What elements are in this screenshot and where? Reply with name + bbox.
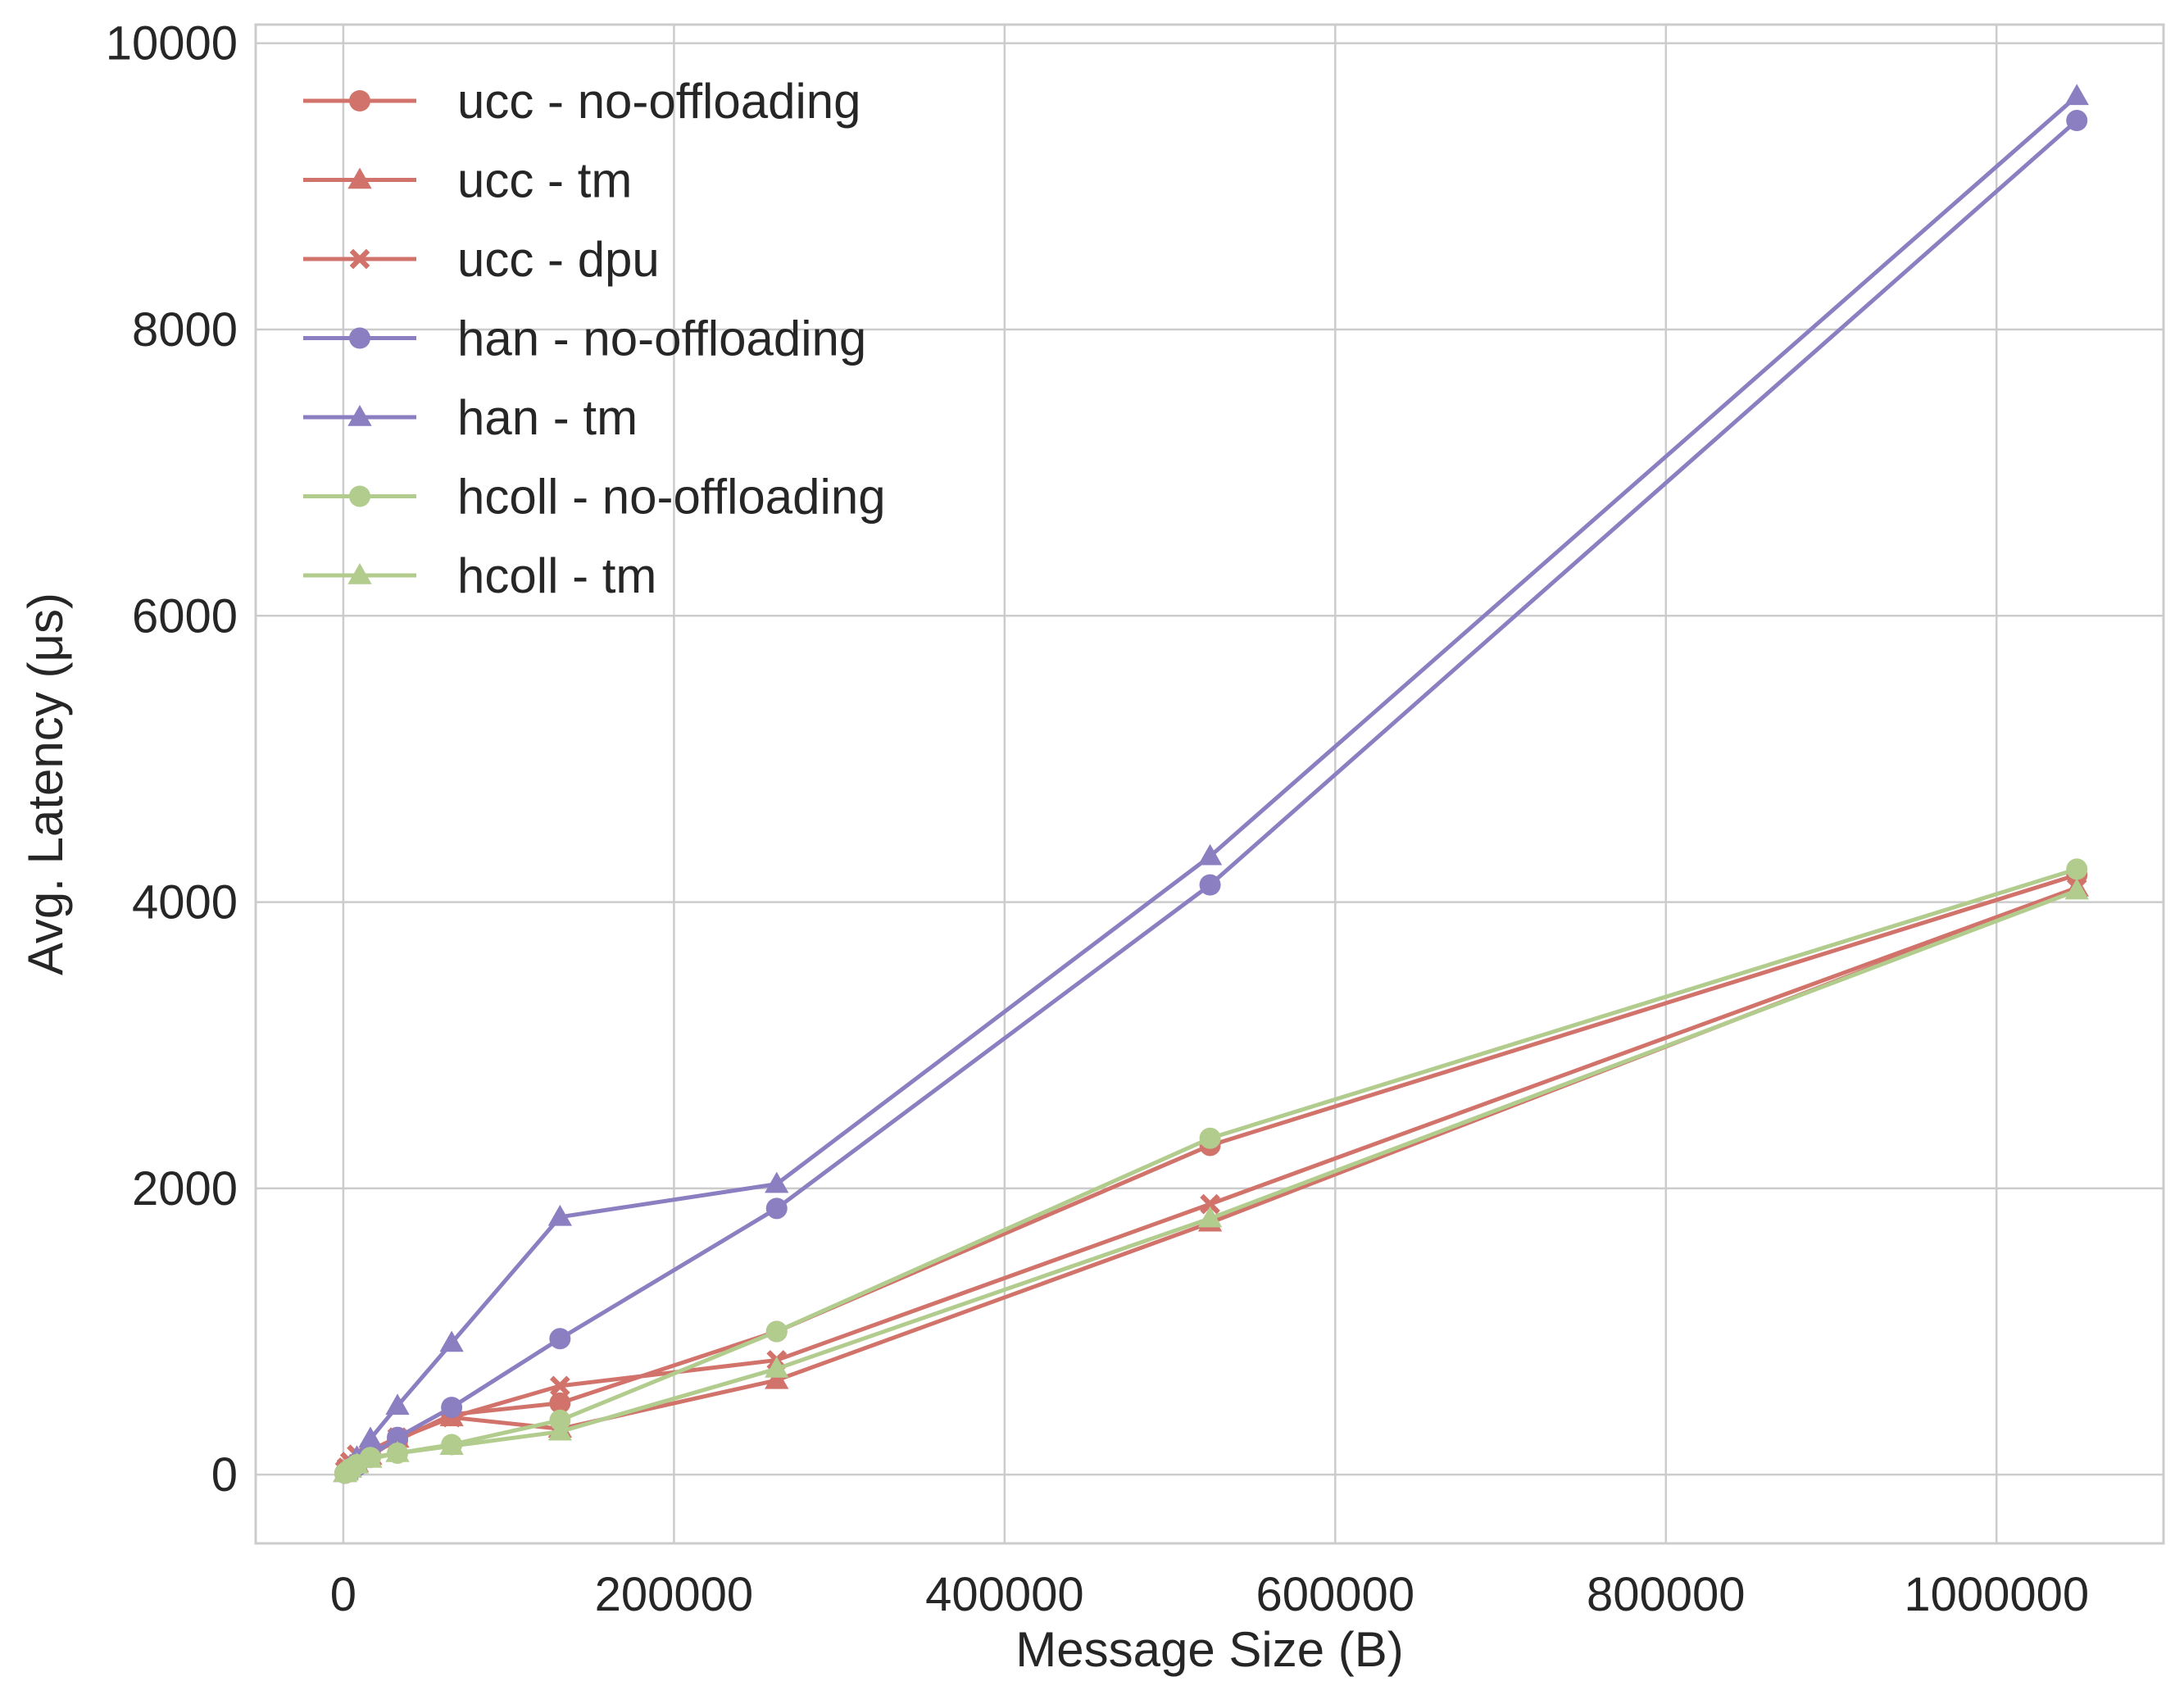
data-point [2064, 84, 2089, 106]
series-line [343, 93, 2079, 1475]
data-point [2064, 878, 2089, 900]
y-tick-label: 10000 [106, 17, 238, 70]
legend-item: han - no-offloading [303, 311, 866, 366]
data-point [765, 1367, 789, 1389]
legend: ucc - no-offloading ucc - tm ucc - dpu han … [303, 74, 886, 603]
data-point [441, 1397, 463, 1419]
legend-marker [349, 248, 370, 270]
x-axis-title: Message Size (B) [1015, 1622, 1404, 1677]
series-line [343, 885, 2079, 1475]
legend-label: ucc - tm [457, 153, 632, 208]
data-point [549, 1392, 571, 1414]
data-point [549, 1328, 571, 1350]
series-layer [333, 84, 2089, 1484]
legend-item: ucc - tm [303, 153, 632, 208]
data-point [358, 1426, 383, 1448]
y-tick-label: 0 [211, 1448, 238, 1502]
data-point [1197, 1206, 1223, 1228]
legend-marker [349, 90, 370, 111]
data-point [385, 1441, 410, 1462]
legend-label: ucc - no-offloading [457, 74, 861, 129]
data-point [385, 1393, 410, 1416]
series-ucc-no-offloading [334, 864, 2088, 1484]
legend-label: han - no-offloading [457, 311, 866, 366]
y-tick-label: 8000 [132, 303, 238, 357]
series-hcoll-tm [333, 878, 2089, 1483]
legend-item: ucc - no-offloading [303, 74, 861, 129]
series-line [343, 888, 2079, 1475]
y-axis-title: Avg. Latency (μs) [18, 593, 73, 975]
data-point [387, 1426, 409, 1448]
legend-label: hcoll - no-offloading [457, 470, 886, 525]
series-line [343, 872, 2079, 1475]
data-point [765, 1356, 789, 1378]
data-point [549, 1375, 570, 1397]
data-point [344, 1452, 370, 1474]
data-point [547, 1204, 572, 1226]
data-point [2066, 110, 2088, 132]
data-point [2066, 858, 2088, 880]
legend-item: ucc - dpu [303, 232, 660, 287]
y-tick-labels: 0 2000 4000 6000 8000 10000 [106, 17, 238, 1502]
legend-item: hcoll - tm [303, 548, 656, 603]
x-tick-label: 200000 [595, 1568, 754, 1621]
legend-label: han - tm [457, 390, 638, 445]
x-tick-label: 400000 [925, 1568, 1084, 1621]
x-tick-label: 0 [330, 1568, 356, 1621]
y-tick-label: 6000 [132, 589, 238, 643]
legend-marker [347, 563, 372, 584]
legend-marker [347, 167, 372, 189]
data-point [439, 1434, 464, 1456]
data-point [358, 1447, 383, 1468]
y-tick-label: 2000 [132, 1162, 238, 1216]
series-han-tm [333, 84, 2089, 1483]
series-line [343, 885, 2079, 1473]
x-tick-label: 600000 [1256, 1568, 1415, 1621]
legend-marker [349, 485, 370, 507]
x-tick-label: 1000000 [1904, 1568, 2089, 1621]
plot-frame [254, 23, 2165, 1545]
y-tick-label: 4000 [132, 876, 238, 929]
data-point [1200, 1193, 1220, 1215]
data-point [765, 1197, 788, 1220]
grid [256, 25, 2164, 1543]
x-tick-labels: 0 200000 400000 600000 800000 1000000 [330, 1568, 2089, 1621]
legend-item: han - tm [303, 390, 638, 445]
x-tick-label: 800000 [1587, 1568, 1746, 1621]
legend-item: hcoll - no-offloading [303, 470, 886, 525]
legend-marker [347, 405, 372, 426]
data-point [1199, 1127, 1221, 1149]
data-point [765, 1171, 789, 1193]
legend-label: ucc - dpu [457, 232, 660, 287]
data-point [1197, 843, 1223, 866]
legend-label: hcoll - tm [457, 548, 656, 603]
data-point [547, 1419, 572, 1441]
data-point [1199, 874, 1221, 896]
data-point [439, 1330, 464, 1352]
data-point [765, 1320, 788, 1343]
legend-marker [349, 327, 370, 349]
